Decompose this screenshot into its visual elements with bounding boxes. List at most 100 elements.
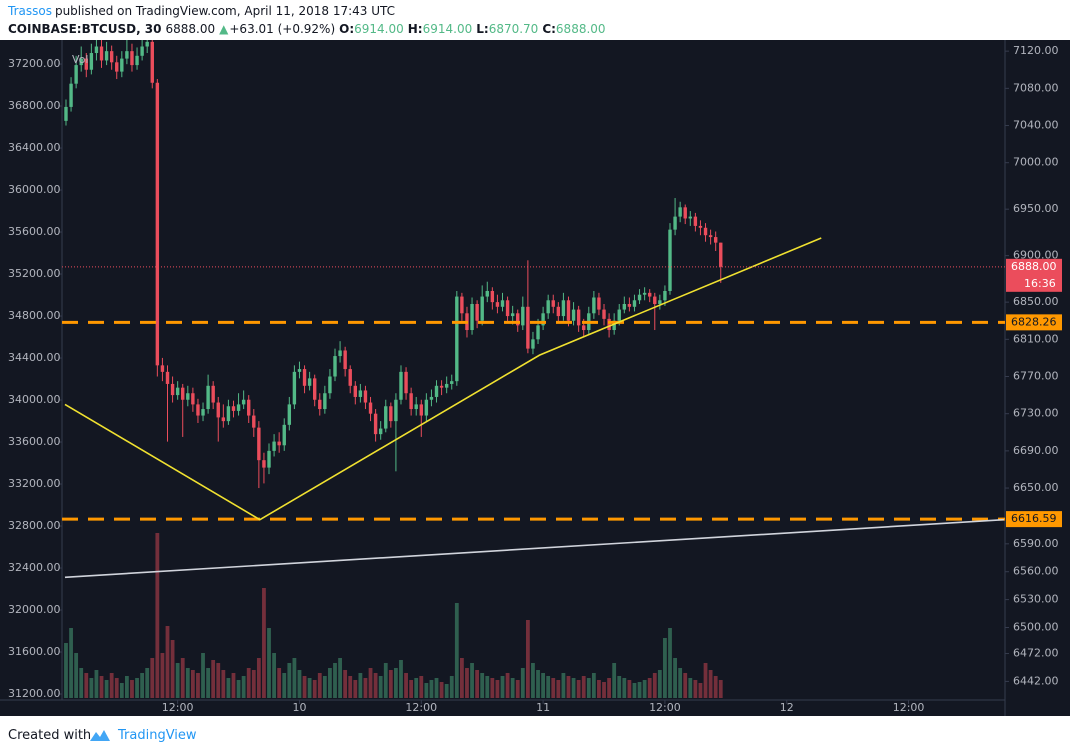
candle-body	[500, 300, 505, 307]
volume-bar	[541, 673, 546, 698]
header: Trassos published on TradingView.com, Apr…	[0, 0, 1070, 40]
y2-tick-label: 33200.00	[8, 477, 61, 490]
brand[interactable]: TradingView	[118, 728, 197, 743]
candle-body	[74, 65, 78, 84]
y2-tick-label: 33600.00	[8, 435, 61, 448]
symbol-line: COINBASE:BTCUSD, 30 6888.00 ▲+63.01 (+0.92…	[8, 22, 610, 36]
candle-body	[140, 46, 144, 56]
candle-body	[323, 393, 327, 410]
y2-tick-label: 34000.00	[8, 393, 61, 406]
volume-bar	[282, 673, 287, 698]
candle-body	[257, 427, 261, 461]
volume-bar	[287, 663, 292, 698]
volume-bar	[637, 682, 642, 698]
volume-bar	[84, 673, 89, 698]
volume-bar	[378, 676, 383, 698]
candle-body	[653, 296, 657, 304]
y2-tick-label: 37200.00	[8, 57, 61, 70]
volume-bar	[622, 678, 627, 698]
x-tick-label: 12:00	[162, 701, 194, 714]
change-arrow: ▲	[219, 22, 229, 36]
candle-body	[642, 292, 647, 295]
volume-bar	[312, 680, 317, 698]
volume-bar	[404, 673, 408, 698]
candle-body	[170, 383, 175, 396]
price: 6888.00	[165, 22, 216, 36]
volume-bar	[343, 670, 348, 698]
candle-body	[541, 313, 545, 326]
candle-body	[267, 450, 271, 468]
candle-body	[485, 290, 489, 297]
volume-bar	[185, 668, 190, 698]
candle-body	[475, 304, 479, 321]
volume-bar	[348, 676, 353, 698]
candle-body	[241, 399, 246, 405]
candle-body	[668, 229, 672, 291]
candle-body	[480, 296, 484, 321]
price-label: 6828.26	[1011, 315, 1057, 328]
volume-bar	[693, 680, 698, 698]
low-label: L:	[476, 22, 489, 36]
volume-bar	[566, 676, 571, 698]
volume-bar	[89, 678, 94, 698]
last-price-box	[1006, 258, 1062, 292]
volume-bar	[698, 683, 703, 698]
candle-body	[307, 378, 312, 386]
volume-bar	[586, 678, 591, 698]
volume-bar	[124, 676, 129, 698]
candle-body	[612, 320, 616, 331]
low-value: 6870.70	[488, 22, 539, 36]
candle-body	[231, 406, 236, 411]
volume-bar	[155, 533, 160, 698]
volume-bar	[673, 658, 677, 698]
candle-body	[409, 393, 413, 410]
volume-bar	[520, 668, 525, 698]
volume-bar	[262, 588, 266, 698]
candle-body	[252, 415, 256, 428]
volume-bar	[277, 668, 282, 698]
volume-bar	[571, 678, 576, 698]
x-tick-label: 11	[536, 701, 550, 714]
change: +63.01 (+0.92%)	[229, 22, 336, 36]
x-tick-label: 12:00	[893, 701, 925, 714]
candle-body	[333, 356, 337, 377]
volume-bar	[383, 663, 388, 698]
y-tick-label: 6690.00	[1013, 444, 1059, 457]
author[interactable]: Trassos	[8, 4, 52, 18]
volume-bar	[490, 678, 495, 698]
candle-body	[338, 350, 342, 357]
volume-bar	[246, 668, 251, 698]
candle-body	[526, 306, 530, 349]
volume-bar	[175, 663, 180, 698]
y-tick-label: 6770.00	[1013, 370, 1059, 383]
candle-body	[536, 325, 540, 340]
candle-body	[602, 309, 606, 319]
y2-tick-label: 35600.00	[8, 225, 61, 238]
candle-body	[282, 424, 286, 446]
volume-bar	[150, 658, 155, 698]
volume-bar	[69, 628, 73, 698]
volume-bar	[231, 673, 236, 698]
candle-body	[495, 302, 500, 307]
candle-body	[181, 387, 185, 400]
candle-body	[698, 225, 703, 228]
volume-bar	[368, 668, 373, 698]
candle-body	[693, 216, 698, 226]
candle-body	[378, 428, 383, 435]
volume-bar	[358, 673, 363, 698]
candle-body	[434, 385, 439, 397]
volume-bar	[531, 663, 535, 698]
volume-bar	[226, 678, 231, 698]
candle-body	[221, 417, 226, 422]
price-label-box	[1006, 511, 1062, 528]
volume-bar	[657, 670, 662, 698]
volume-bar	[708, 670, 713, 698]
candle-body	[150, 41, 154, 83]
candle-body	[247, 399, 251, 416]
volume-bar	[718, 680, 723, 698]
volume-bar	[190, 670, 195, 698]
candle-body	[673, 216, 677, 230]
y2-tick-label: 36000.00	[8, 183, 61, 196]
volume-bar	[678, 668, 683, 698]
volume-bar	[480, 673, 485, 698]
